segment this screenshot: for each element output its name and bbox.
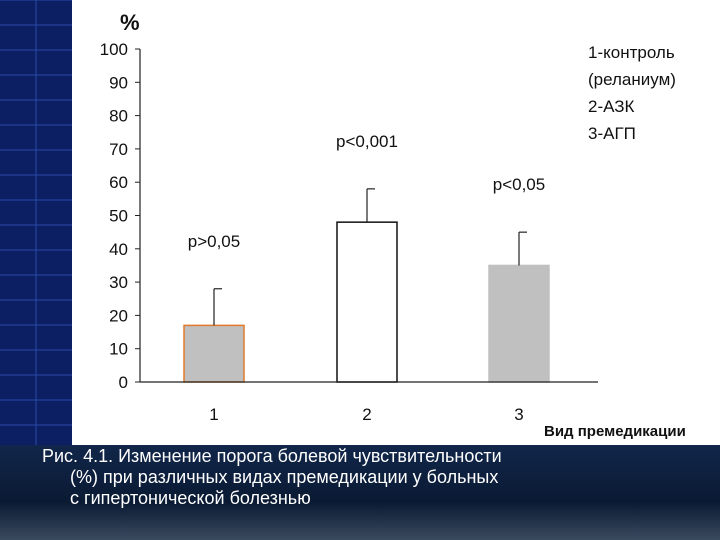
y-tick-label: 100: [100, 40, 128, 59]
decorative-sidebar: [0, 0, 72, 445]
x-tick-label: 1: [209, 405, 218, 424]
figure-caption: Рис. 4.1. Изменение порога болевой чувст…: [42, 446, 712, 509]
caption-line-1: Рис. 4.1. Изменение порога болевой чувст…: [42, 446, 502, 466]
x-tick-label: 2: [362, 405, 371, 424]
y-tick-label: 10: [109, 340, 128, 359]
y-axis: 0 10 20 30 40 50 60 70 80 90 100: [100, 40, 141, 392]
y-axis-label: %: [120, 10, 140, 35]
caption-line-2: (%) при различных видах премедикации у б…: [70, 467, 499, 487]
legend-line-4: 3-АГП: [588, 124, 636, 143]
y-tick-label: 40: [109, 240, 128, 259]
chart-panel: % 0 10 20 30 40 50 60 70 80 90 100 p>0,05 p<0,001 p<…: [72, 0, 720, 445]
significance-label-1: p>0,05: [188, 232, 240, 251]
bar-chart: % 0 10 20 30 40 50 60 70 80 90 100 p>0,05 p<0,001 p<…: [100, 10, 686, 440]
y-tick-label: 60: [109, 173, 128, 192]
y-tick-label: 20: [109, 306, 128, 325]
legend-line-2: (реланиум): [588, 70, 676, 89]
x-axis: 1 2 3: [140, 381, 598, 424]
significance-label-2: p<0,001: [336, 132, 398, 151]
bar-1: [183, 324, 245, 383]
bar-3: [488, 264, 550, 383]
y-tick-label: 80: [109, 107, 128, 126]
bar-2: [336, 221, 398, 383]
y-tick-label: 0: [119, 373, 128, 392]
legend: 1-контроль (реланиум) 2-АЗК 3-АГП: [588, 43, 676, 143]
y-tick-label: 70: [109, 140, 128, 159]
caption-band: [0, 445, 720, 540]
legend-line-1: 1-контроль: [588, 43, 675, 62]
sidebar-grid: [0, 0, 72, 445]
caption-line-3: с гипертонической болезнью: [70, 488, 311, 508]
y-tick-label: 90: [109, 73, 128, 92]
legend-line-3: 2-АЗК: [588, 97, 635, 116]
x-axis-label: Вид премедикации: [544, 423, 686, 440]
bars: p>0,05 p<0,001 p<0,05: [183, 132, 550, 383]
y-tick-label: 30: [109, 273, 128, 292]
x-tick-label: 3: [514, 405, 523, 424]
significance-label-3: p<0,05: [493, 175, 545, 194]
y-tick-label: 50: [109, 207, 128, 226]
